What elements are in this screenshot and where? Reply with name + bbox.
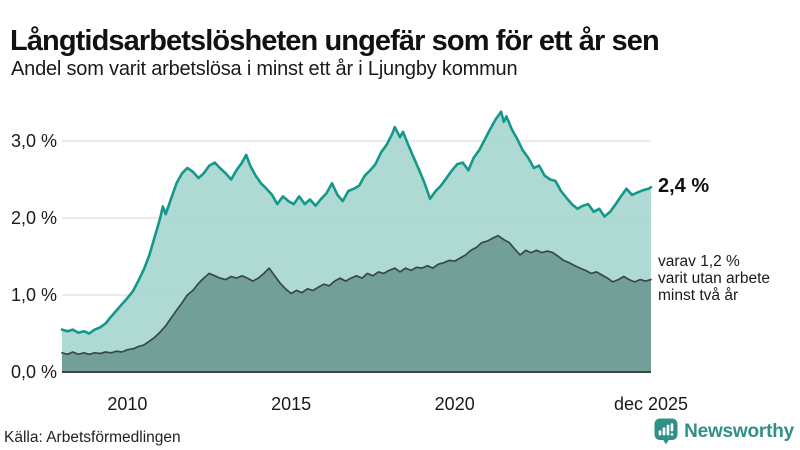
- source-attribution: Källa: Arbetsförmedlingen: [4, 429, 181, 446]
- bar-chart-bubble-icon: [654, 418, 678, 445]
- x-tick-label: 2015: [271, 394, 311, 414]
- y-tick-label: 2,0 %: [11, 208, 57, 228]
- newsworthy-wordmark: Newsworthy: [684, 420, 794, 442]
- x-tick-label: 2010: [107, 394, 147, 414]
- x-tick-label: 2020: [435, 394, 475, 414]
- annotation-line: varit utan arbete: [658, 270, 771, 287]
- page-title: Långtidsarbetslösheten ungefär som för e…: [10, 25, 660, 58]
- area-arbetslösa-minst-två-år: [62, 235, 651, 372]
- x-tick-label: dec 2025: [614, 394, 688, 414]
- annotation-line: minst två år: [658, 287, 739, 304]
- y-tick-label: 3,0 %: [11, 131, 57, 151]
- y-tick-label: 1,0 %: [11, 285, 57, 305]
- newsworthy-logo[interactable]: Newsworthy: [654, 418, 794, 445]
- chart-subtitle: Andel som varit arbetslösa i minst ett å…: [11, 58, 518, 80]
- series-annotation: varav 1,2 % varit utan arbete minst två …: [658, 253, 770, 304]
- series-end-value-label: 2,4 %: [658, 175, 710, 197]
- line-arbetslösa-minst-ett-år: [60, 110, 653, 335]
- y-tick-label: 0,0 %: [11, 362, 57, 382]
- line-arbetslösa-minst-två-år: [61, 234, 652, 356]
- annotation-line: varav 1,2 %: [658, 253, 740, 270]
